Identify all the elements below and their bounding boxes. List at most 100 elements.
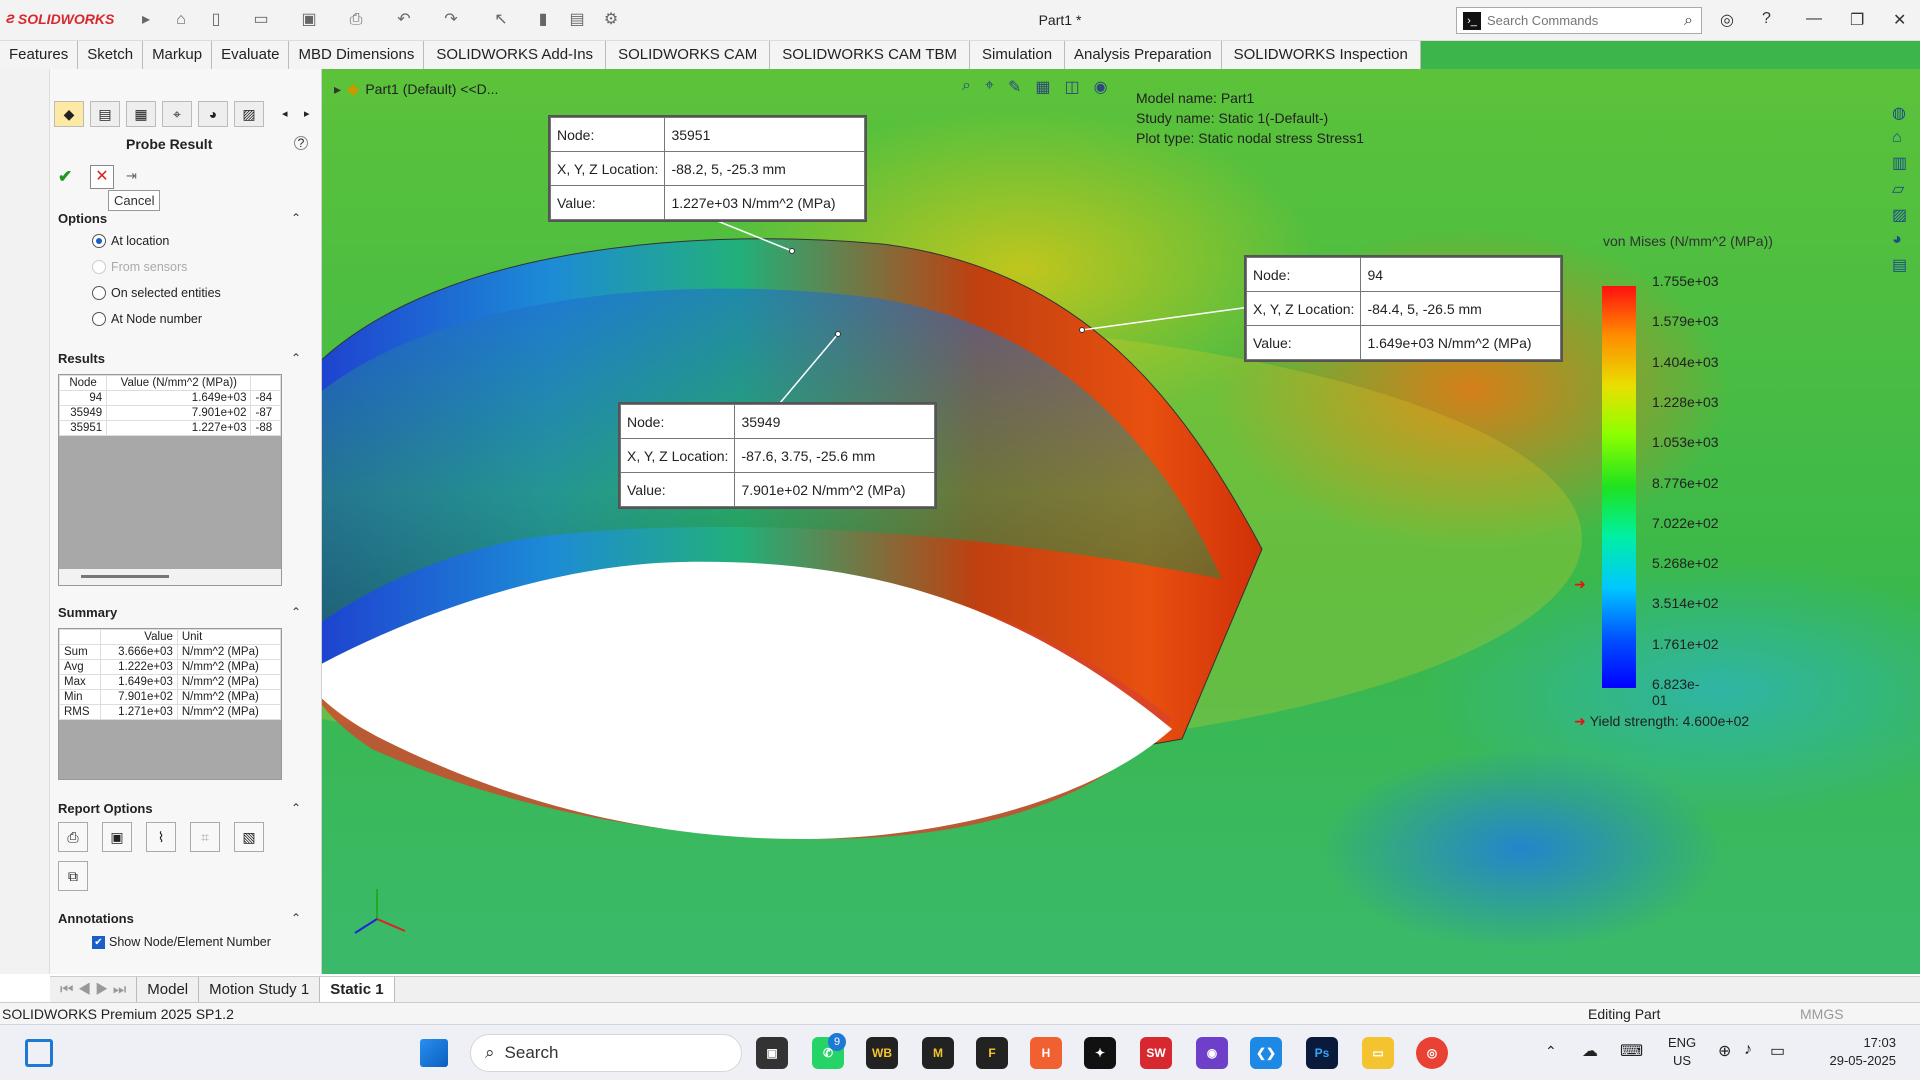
- language-indicator[interactable]: ENG US: [1668, 1035, 1697, 1068]
- section-view-icon[interactable]: ▦: [1035, 79, 1051, 96]
- fluent-icon[interactable]: F: [976, 1037, 1008, 1069]
- network-icon[interactable]: ⊕: [1718, 1043, 1732, 1060]
- cam-tab-icon[interactable]: ▨: [234, 101, 264, 127]
- tray-chevron-icon[interactable]: ⌃: [1545, 1043, 1557, 1059]
- tab-evaluate[interactable]: Evaluate: [212, 41, 290, 69]
- rebuild-icon[interactable]: ▮: [538, 11, 548, 28]
- copy-icon[interactable]: ⧉: [58, 861, 88, 891]
- taskbar-search[interactable]: ⌕ Search: [470, 1034, 742, 1072]
- select-icon[interactable]: ↖: [494, 11, 508, 28]
- tab-cam[interactable]: SOLIDWORKS CAM: [606, 41, 771, 69]
- view-palette-icon[interactable]: ▨: [1892, 207, 1908, 224]
- save-to-file-icon[interactable]: ▣: [102, 822, 132, 852]
- taskbar-search-input[interactable]: Search: [504, 1043, 559, 1062]
- keyboard-icon[interactable]: ⌨: [1620, 1043, 1644, 1060]
- appearances-icon[interactable]: ◕: [1892, 231, 1902, 248]
- previous-view-icon[interactable]: ✎: [1007, 79, 1022, 96]
- search-icon[interactable]: ⌕: [1684, 11, 1693, 29]
- tab-simulation[interactable]: Simulation: [970, 41, 1066, 69]
- radio-on-icon[interactable]: [92, 234, 106, 248]
- graphics-area[interactable]: ▸ ◆ Part1 (Default) <<D... ⌕ ⌖ ✎ ▦ ◫ ◉ M…: [322, 69, 1920, 974]
- zoom-to-fit-icon[interactable]: ⌕: [962, 77, 971, 94]
- app-h-icon[interactable]: H: [1030, 1037, 1062, 1069]
- open-icon[interactable]: ▭: [253, 11, 269, 28]
- tab-addins[interactable]: SOLIDWORKS Add-Ins: [424, 41, 607, 69]
- property-manager-tab-icon[interactable]: ▤: [90, 101, 120, 127]
- tab-markup[interactable]: Markup: [143, 41, 213, 69]
- tab-scroll-left-icon[interactable]: ◂: [282, 108, 288, 120]
- probe-box-35951[interactable]: Node: 35951 X, Y, Z Location: -88.2, 5, -2…: [548, 115, 868, 222]
- solidworks-logo[interactable]: ƨ SOLIDWORKS: [6, 10, 115, 27]
- flyout-arrow-icon[interactable]: ▸: [141, 11, 151, 28]
- tab-mbd-dimensions[interactable]: MBD Dimensions: [289, 41, 425, 69]
- resources-icon[interactable]: ◍: [1892, 105, 1906, 122]
- option-at-node-number[interactable]: At Node number: [92, 312, 202, 326]
- option-at-location[interactable]: At location: [92, 234, 169, 248]
- collapse-annotations-icon[interactable]: ⌃: [290, 911, 301, 925]
- tab-navigation-icon[interactable]: ⏮ ◀ ▶ ⏭: [50, 977, 138, 1002]
- account-icon[interactable]: ◎: [1720, 12, 1734, 29]
- battery-icon[interactable]: ▭: [1770, 1043, 1786, 1060]
- help-icon[interactable]: ?: [294, 136, 308, 150]
- tab-scroll-right-icon[interactable]: ▸: [304, 108, 310, 120]
- radio-icon[interactable]: [92, 312, 106, 326]
- mechanical-icon[interactable]: M: [922, 1037, 954, 1069]
- checkbox-checked-icon[interactable]: ✔: [92, 935, 105, 949]
- plot-icon[interactable]: ⌇: [146, 822, 176, 852]
- file-properties-icon[interactable]: ▤: [569, 11, 585, 28]
- redo-icon[interactable]: ↷: [444, 11, 458, 28]
- save-icon[interactable]: ▣: [301, 11, 317, 28]
- search-commands-input[interactable]: Search Commands: [1487, 13, 1599, 28]
- view-orientation-icon[interactable]: ◫: [1064, 79, 1080, 96]
- save-probe-icon[interactable]: ⎙: [58, 822, 88, 852]
- scrollbar-thumb[interactable]: [81, 575, 169, 578]
- annotations-header[interactable]: Annotations: [58, 911, 134, 926]
- horizontal-scrollbar[interactable]: [59, 569, 281, 585]
- clock[interactable]: 17:03 29-05-2025: [1829, 1035, 1897, 1068]
- configuration-tab-icon[interactable]: ▦: [126, 101, 156, 127]
- radio-icon[interactable]: [92, 286, 106, 300]
- undo-icon[interactable]: ↶: [397, 11, 411, 28]
- workbench-icon[interactable]: WB: [866, 1037, 898, 1069]
- show-node-number-checkbox[interactable]: ✔ Show Node/Element Number: [92, 935, 271, 949]
- report-options-header[interactable]: Report Options: [58, 801, 153, 816]
- chrome-icon[interactable]: ◎: [1416, 1037, 1448, 1069]
- home-icon[interactable]: ⌂: [176, 11, 186, 28]
- app-cad-icon[interactable]: ✦: [1084, 1037, 1116, 1069]
- zoom-area-icon[interactable]: ⌖: [984, 77, 994, 94]
- expand-arrow-icon[interactable]: ▸: [334, 80, 342, 97]
- restore-icon[interactable]: ❐: [1850, 12, 1865, 29]
- close-icon[interactable]: ✕: [1893, 12, 1907, 29]
- display-manager-tab-icon[interactable]: ◕: [198, 101, 228, 127]
- column-header[interactable]: [250, 375, 281, 391]
- unit-system[interactable]: MMGS: [1800, 1006, 1844, 1022]
- feature-tree-flyout[interactable]: ▸ ◆ Part1 (Default) <<D...: [334, 79, 498, 99]
- cloud-icon[interactable]: ☁: [1582, 1043, 1598, 1060]
- table-row[interactable]: 94 1.649e+03 -84: [59, 390, 281, 406]
- new-document-icon[interactable]: ▯: [211, 11, 221, 28]
- collapse-results-icon[interactable]: ⌃: [290, 351, 301, 365]
- task-view-icon[interactable]: ▣: [756, 1037, 788, 1069]
- tab-inspection[interactable]: SOLIDWORKS Inspection: [1221, 41, 1421, 69]
- options-header[interactable]: Options: [58, 211, 108, 226]
- minimize-icon[interactable]: —: [1806, 10, 1822, 27]
- options-gear-icon[interactable]: ⚙: [603, 11, 619, 28]
- photoshop-icon[interactable]: Ps: [1306, 1037, 1338, 1069]
- table-row[interactable]: 35951 1.227e+03 -88: [59, 420, 281, 436]
- file-explorer-icon[interactable]: ▱: [1892, 181, 1905, 198]
- column-header[interactable]: Node: [59, 375, 108, 391]
- results-header[interactable]: Results: [58, 351, 105, 366]
- volume-icon[interactable]: ♪: [1744, 1041, 1752, 1058]
- option-on-selected-entities[interactable]: On selected entities: [92, 286, 221, 300]
- probe-box-94[interactable]: Node: 94 X, Y, Z Location: -84.4, 5, -26.5…: [1244, 255, 1564, 362]
- tab-features[interactable]: Features: [0, 41, 79, 69]
- collapse-options-icon[interactable]: ⌃: [290, 211, 301, 225]
- summary-header[interactable]: Summary: [58, 605, 118, 620]
- tab-model[interactable]: Model: [137, 977, 200, 1002]
- file-explorer-icon[interactable]: ▭: [1362, 1037, 1394, 1069]
- help-icon[interactable]: ?: [1762, 10, 1771, 27]
- display-style-icon[interactable]: ◉: [1093, 79, 1108, 96]
- tab-analysis-preparation[interactable]: Analysis Preparation: [1065, 41, 1222, 69]
- print-icon[interactable]: ⎙: [349, 11, 363, 28]
- tab-sketch[interactable]: Sketch: [78, 41, 144, 69]
